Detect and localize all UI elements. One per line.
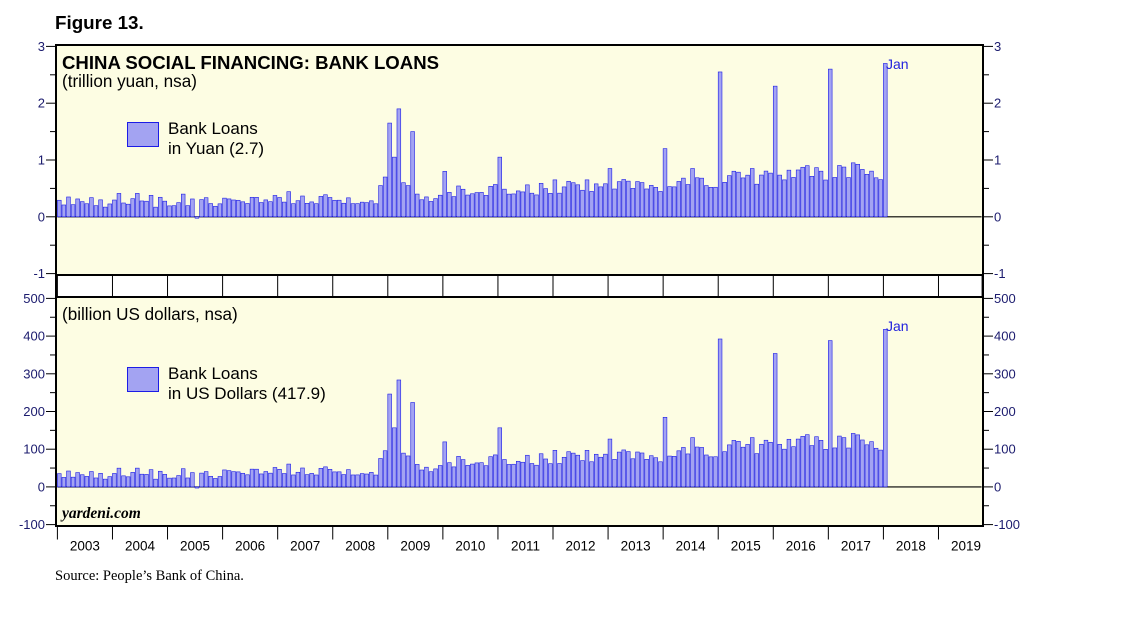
svg-text:1: 1 xyxy=(994,153,1001,168)
svg-text:2008: 2008 xyxy=(345,539,375,554)
svg-text:0: 0 xyxy=(994,209,1001,224)
svg-text:-100: -100 xyxy=(994,517,1020,532)
svg-text:-100: -100 xyxy=(19,517,45,532)
svg-text:500: 500 xyxy=(994,291,1016,306)
svg-text:2016: 2016 xyxy=(786,539,816,554)
svg-text:2009: 2009 xyxy=(400,539,430,554)
svg-text:-1: -1 xyxy=(33,266,45,281)
svg-text:100: 100 xyxy=(994,442,1016,457)
svg-text:2017: 2017 xyxy=(841,539,871,554)
svg-text:200: 200 xyxy=(994,404,1016,419)
svg-text:2012: 2012 xyxy=(566,539,596,554)
svg-text:2011: 2011 xyxy=(511,539,540,554)
svg-text:2: 2 xyxy=(994,96,1001,111)
svg-text:2004: 2004 xyxy=(125,539,156,554)
svg-text:3: 3 xyxy=(38,39,45,54)
svg-text:300: 300 xyxy=(994,366,1016,381)
svg-text:0: 0 xyxy=(38,479,45,494)
svg-text:400: 400 xyxy=(994,329,1016,344)
svg-text:500: 500 xyxy=(23,291,45,306)
svg-text:2005: 2005 xyxy=(180,539,210,554)
svg-text:2007: 2007 xyxy=(290,539,320,554)
svg-text:2003: 2003 xyxy=(70,539,100,554)
svg-text:200: 200 xyxy=(23,404,45,419)
svg-text:0: 0 xyxy=(38,209,45,224)
svg-text:3: 3 xyxy=(994,39,1001,54)
svg-text:2014: 2014 xyxy=(676,539,707,554)
svg-text:100: 100 xyxy=(23,442,45,457)
svg-text:-1: -1 xyxy=(994,266,1006,281)
svg-text:1: 1 xyxy=(38,153,45,168)
svg-text:2018: 2018 xyxy=(896,539,926,554)
svg-text:2010: 2010 xyxy=(455,539,485,554)
svg-text:0: 0 xyxy=(994,479,1001,494)
svg-text:2006: 2006 xyxy=(235,539,265,554)
svg-text:2: 2 xyxy=(38,96,45,111)
svg-text:2015: 2015 xyxy=(731,539,761,554)
svg-text:2019: 2019 xyxy=(951,539,981,554)
svg-text:2013: 2013 xyxy=(621,539,651,554)
svg-text:400: 400 xyxy=(23,329,45,344)
svg-text:300: 300 xyxy=(23,366,45,381)
